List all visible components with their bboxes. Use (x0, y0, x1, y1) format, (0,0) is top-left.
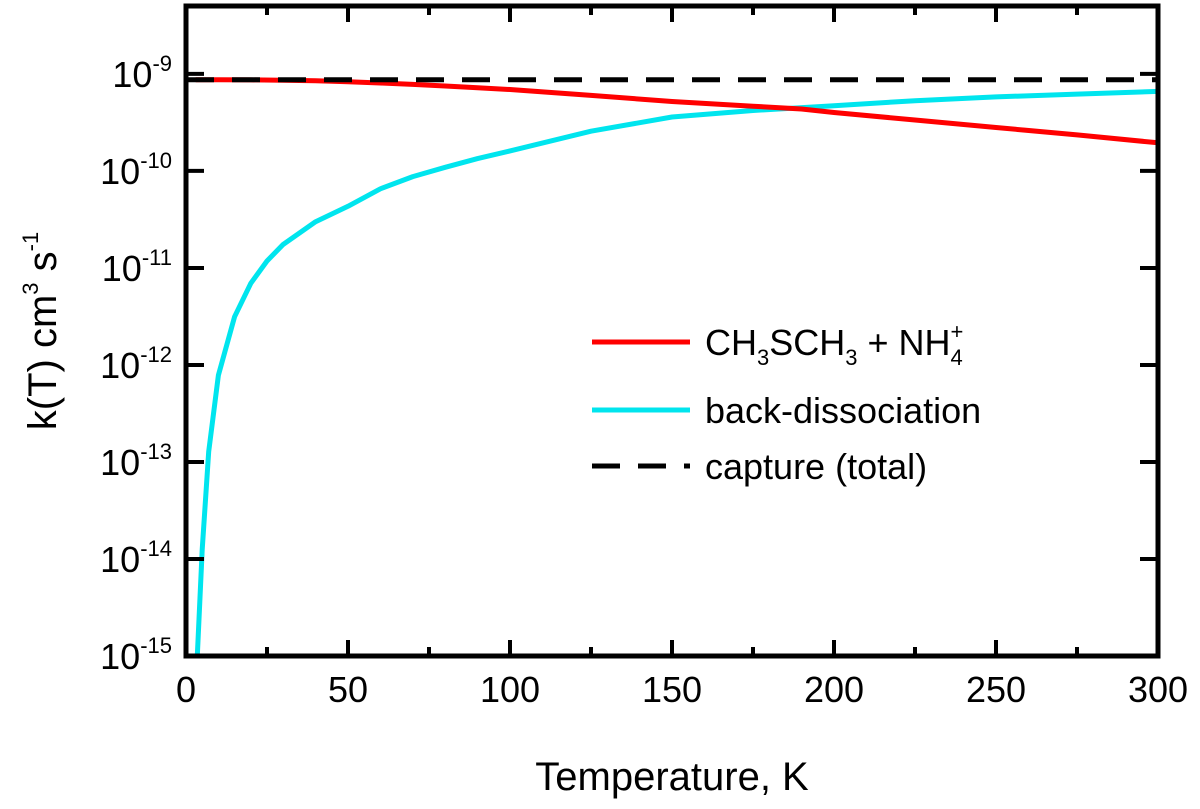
y-tick-label: 10-15 (100, 633, 172, 677)
series-layer (186, 77, 1158, 656)
plot-area: 0 50 100 150 200 250 300 10-9 10-10 10-11 10-12 10-… (100, 3, 1188, 710)
x-tick-label: 50 (328, 669, 368, 710)
y-tick-label: 10-10 (100, 148, 172, 192)
series-line-back-dissociation (194, 88, 1158, 656)
legend: CH3SCH3 + NH+ 4 back-dissociation capture… (592, 319, 981, 487)
y-axis-title: k(T) cm3 s-1 (18, 232, 65, 430)
x-tick-label: 100 (480, 669, 540, 710)
x-tick-label: 150 (642, 669, 702, 710)
y-tick-label: 10-11 (102, 245, 172, 289)
legend-label-back-dissociation: back-dissociation (705, 390, 981, 431)
legend-label-capture: capture (total) (705, 446, 927, 487)
y-tick-label: 10-14 (100, 536, 172, 580)
x-tick-label: 250 (966, 669, 1026, 710)
x-tick-label: 0 (176, 669, 196, 710)
x-tick-label: 300 (1128, 669, 1188, 710)
ticks-layer: 0 50 100 150 200 250 300 10-9 10-10 10-11 10-12 10-… (100, 6, 1188, 710)
series-line-reaction (195, 77, 1158, 146)
x-tick-label: 200 (804, 669, 864, 710)
legend-label-reaction: CH3SCH3 + NH+ 4 (705, 319, 963, 370)
y-tick-label: 10-13 (100, 439, 172, 483)
y-tick-label: 10-12 (100, 342, 172, 386)
x-axis-title: Temperature, K (535, 755, 809, 799)
y-tick-label: 10-9 (112, 51, 172, 95)
